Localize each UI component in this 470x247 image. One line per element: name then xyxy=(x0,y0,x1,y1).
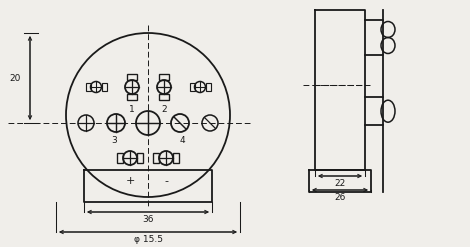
Bar xyxy=(137,153,143,163)
Bar xyxy=(102,83,107,91)
Bar xyxy=(127,74,137,80)
Text: 2: 2 xyxy=(161,105,167,114)
Bar xyxy=(153,153,159,163)
Bar xyxy=(159,74,169,80)
Text: 4: 4 xyxy=(179,136,185,145)
Bar xyxy=(117,153,123,163)
Bar xyxy=(205,83,211,91)
Bar xyxy=(173,153,179,163)
Bar xyxy=(159,94,169,100)
Text: -: - xyxy=(164,176,168,186)
Text: 36: 36 xyxy=(142,215,154,224)
Bar xyxy=(189,83,195,91)
Text: φ 15.5: φ 15.5 xyxy=(133,235,163,244)
Bar xyxy=(127,94,137,100)
Text: +: + xyxy=(125,176,135,186)
Text: 3: 3 xyxy=(111,136,117,145)
Text: 1: 1 xyxy=(129,105,135,114)
Bar xyxy=(86,83,91,91)
Text: 26: 26 xyxy=(334,193,346,202)
Text: 20: 20 xyxy=(9,74,21,82)
Text: 22: 22 xyxy=(334,179,345,188)
